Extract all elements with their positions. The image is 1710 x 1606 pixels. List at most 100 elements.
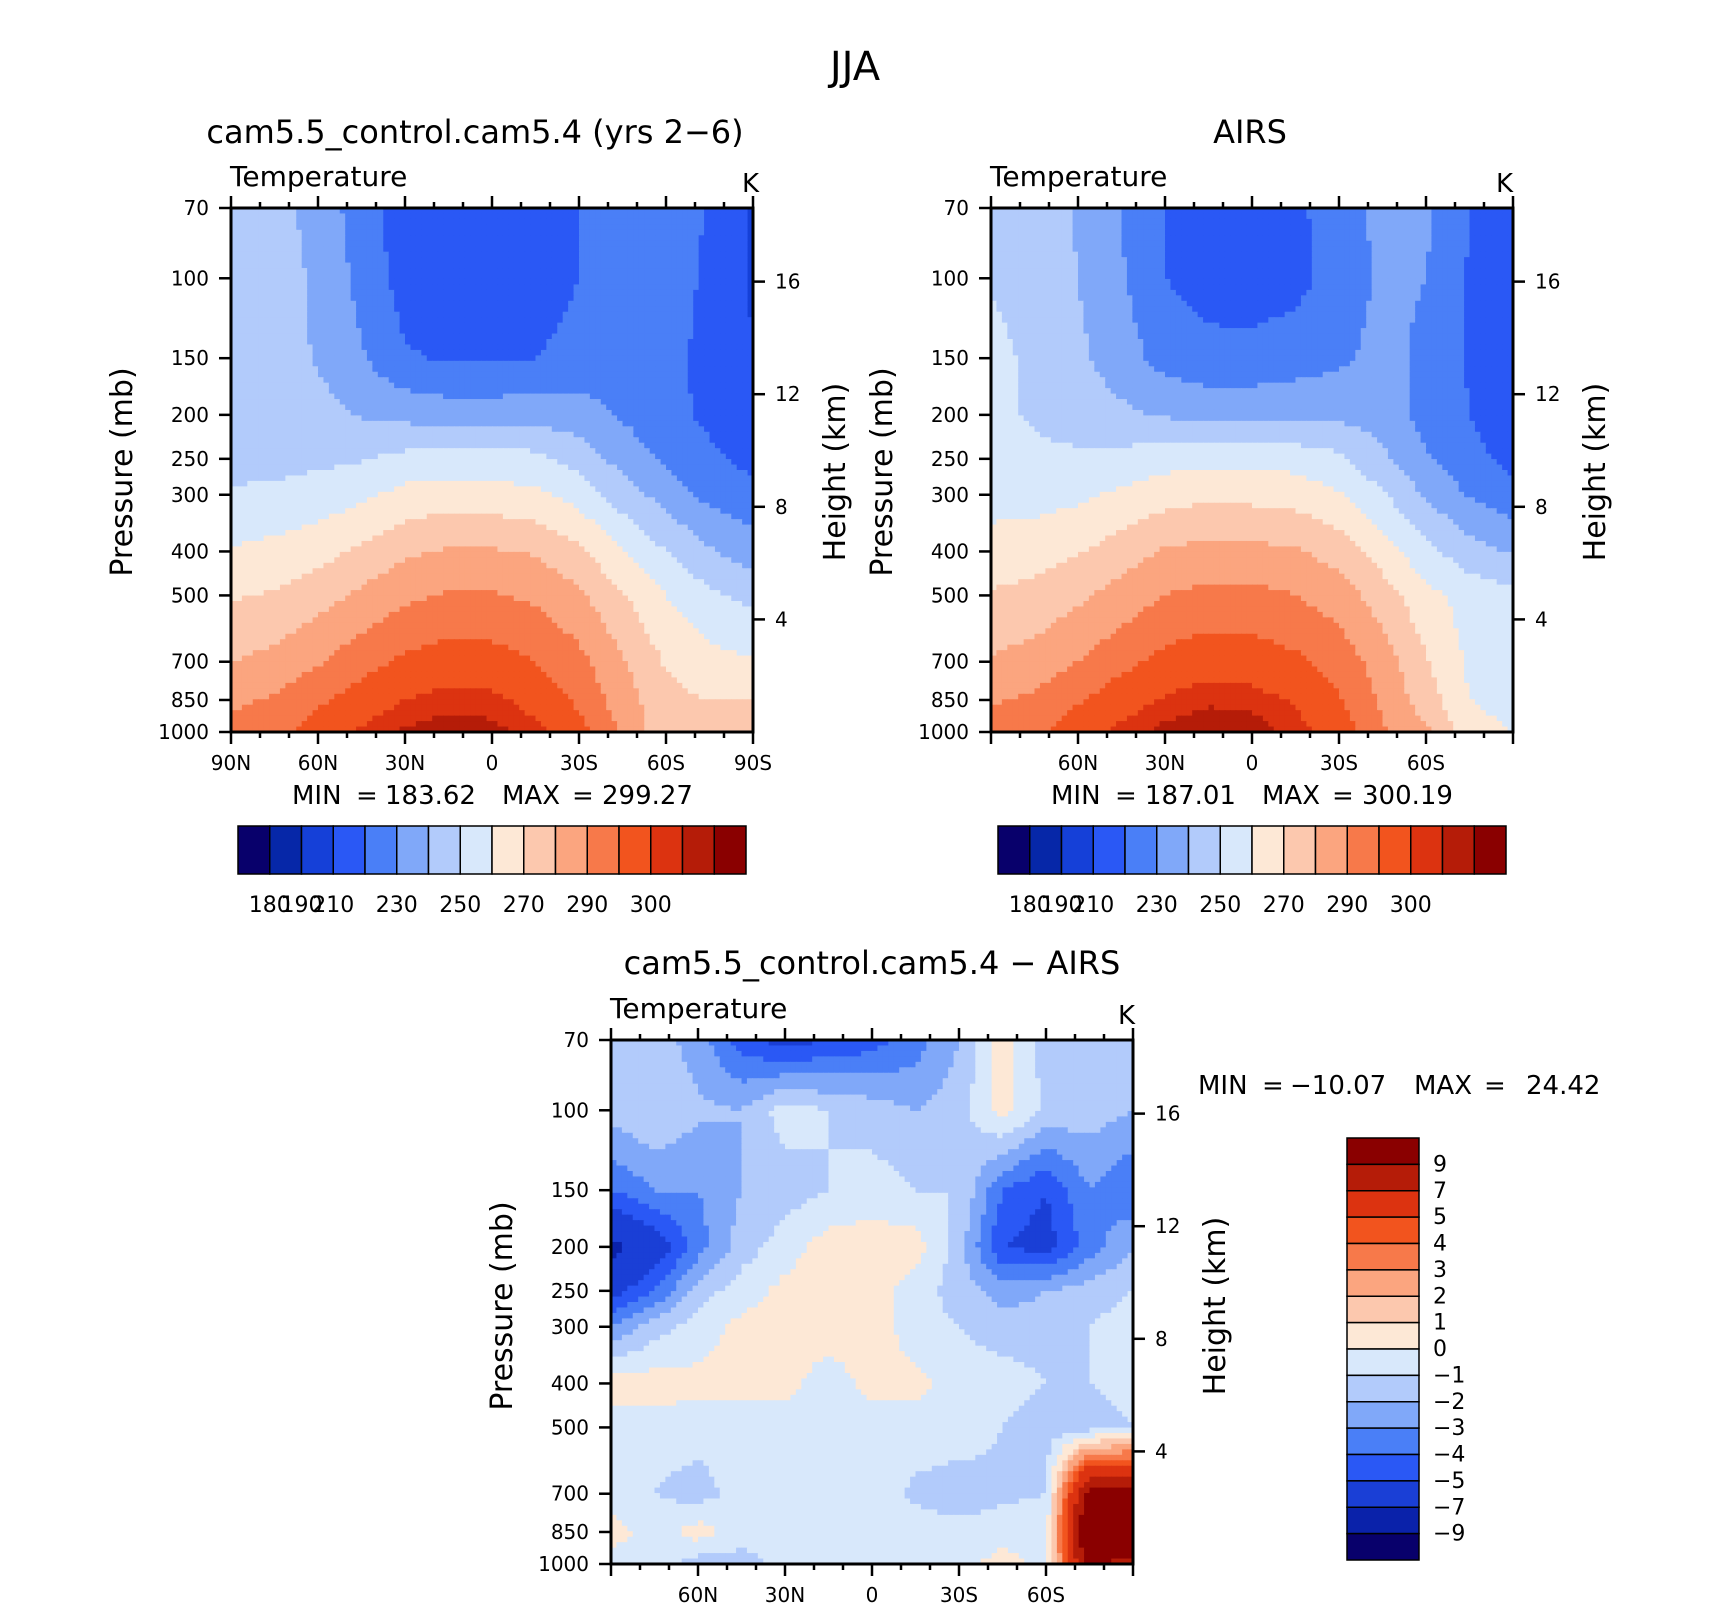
- field-cell: [274, 251, 281, 258]
- field-cell: [464, 273, 471, 280]
- field-cell: [502, 480, 509, 487]
- field-cell: [611, 415, 618, 422]
- field-cell: [377, 208, 384, 215]
- field-cell: [660, 240, 667, 247]
- field-cell: [432, 382, 439, 389]
- field-cell: [709, 306, 716, 313]
- field-cell: [470, 235, 477, 242]
- field-cell: [328, 322, 335, 329]
- field-cell: [611, 420, 618, 427]
- field-cell: [540, 257, 547, 264]
- field-cell: [236, 437, 243, 444]
- field-cell: [638, 470, 645, 477]
- field-cell: [481, 289, 488, 296]
- field-cell: [627, 339, 634, 346]
- field-cell: [372, 295, 379, 302]
- field-cell: [742, 284, 749, 291]
- field-cell: [296, 404, 303, 411]
- field-cell: [492, 224, 499, 231]
- field-cell: [247, 273, 254, 280]
- field-cell: [388, 459, 395, 466]
- field-cell: [285, 322, 292, 329]
- field-cell: [334, 289, 341, 296]
- field-cell: [399, 208, 406, 215]
- field-cell: [241, 208, 248, 215]
- field-cell: [356, 426, 363, 433]
- field-cell: [366, 317, 373, 324]
- field-cell: [617, 453, 624, 460]
- field-cell: [236, 289, 243, 296]
- field-cell: [421, 273, 428, 280]
- field-cell: [676, 382, 683, 389]
- field-cell: [296, 409, 303, 417]
- field-cell: [671, 415, 678, 422]
- field-cell: [638, 475, 645, 482]
- field-cell: [356, 317, 363, 324]
- field-cell: [633, 464, 640, 471]
- field-cell: [709, 344, 716, 351]
- field-cell: [432, 273, 439, 280]
- field-cell: [660, 404, 667, 411]
- field-cell: [502, 382, 509, 389]
- field-cell: [383, 257, 390, 264]
- field-cell: [709, 208, 716, 215]
- field-cell: [307, 388, 314, 395]
- field-cell: [698, 306, 705, 313]
- field-cell: [589, 311, 596, 318]
- field-cell: [530, 377, 537, 384]
- field-cell: [486, 339, 493, 346]
- field-cell: [666, 229, 673, 236]
- field-cell: [394, 284, 401, 291]
- field-cell: [361, 208, 368, 215]
- field-cell: [704, 284, 711, 291]
- field-cell: [736, 388, 743, 395]
- field-cell: [589, 300, 596, 307]
- field-cell: [660, 295, 667, 302]
- field-cell: [426, 382, 433, 389]
- field-cell: [459, 240, 466, 247]
- field-cell: [714, 349, 721, 356]
- field-cell: [513, 224, 520, 231]
- field-cell: [312, 235, 319, 242]
- field-cell: [589, 268, 596, 275]
- field-cell: [492, 322, 499, 329]
- field-cell: [399, 295, 406, 302]
- field-cell: [562, 437, 569, 444]
- field-cell: [540, 273, 547, 280]
- field-cell: [644, 470, 651, 477]
- field-cell: [426, 240, 433, 247]
- field-cell: [366, 339, 373, 346]
- field-cell: [453, 464, 460, 471]
- field-cell: [546, 431, 553, 438]
- field-cell: [530, 339, 537, 346]
- field-cell: [638, 409, 645, 417]
- field-cell: [600, 273, 607, 280]
- field-cell: [551, 349, 558, 356]
- field-cell: [492, 235, 499, 242]
- field-cell: [388, 475, 395, 482]
- field-cell: [252, 459, 259, 466]
- field-cell: [377, 339, 384, 346]
- field-cell: [405, 268, 412, 275]
- field-cell: [366, 328, 373, 335]
- field-cell: [617, 295, 624, 302]
- field-cell: [546, 360, 553, 367]
- field-cell: [318, 377, 325, 384]
- field-cell: [312, 388, 319, 395]
- field-cell: [736, 311, 743, 318]
- field-cell: [236, 284, 243, 291]
- field-cell: [714, 453, 721, 460]
- field-cell: [432, 251, 439, 258]
- field-cell: [453, 366, 460, 373]
- field-cell: [383, 349, 390, 356]
- field-cell: [611, 218, 618, 225]
- field-cell: [606, 262, 613, 269]
- field-cell: [269, 208, 276, 215]
- field-cell: [426, 218, 433, 225]
- field-cell: [676, 284, 683, 291]
- field-cell: [617, 366, 624, 373]
- field-cell: [731, 229, 738, 236]
- field-cell: [709, 218, 716, 225]
- field-cell: [448, 306, 455, 313]
- field-cell: [486, 306, 493, 313]
